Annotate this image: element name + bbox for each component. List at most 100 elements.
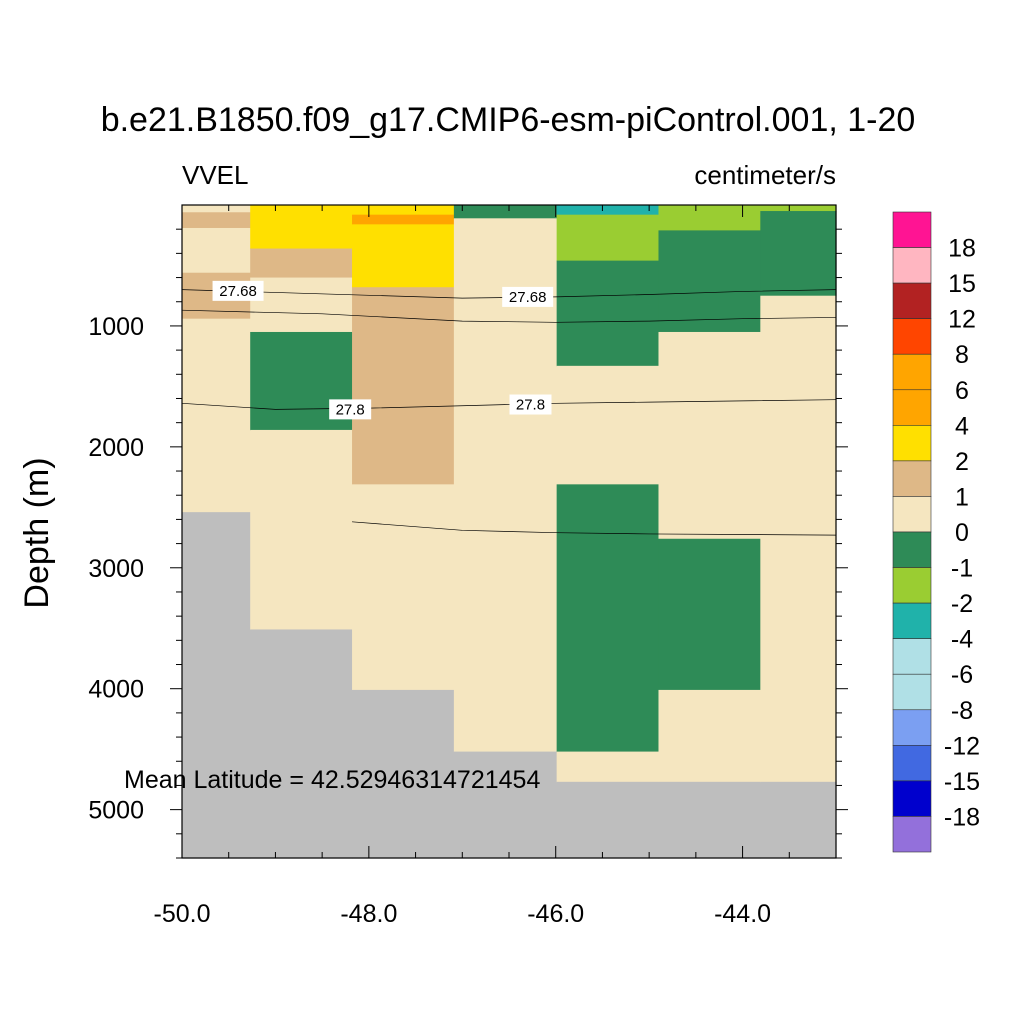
velocity-cell-col2-0 (352, 205, 455, 216)
contour-line-3 (352, 521, 837, 536)
variable-label: VVEL (182, 160, 249, 190)
colorbar-label-12: -6 (951, 661, 973, 689)
colorbar-label-5: 4 (955, 412, 969, 440)
velocity-cell-col0-2 (182, 227, 251, 274)
velocity-cell-col4-4 (556, 484, 660, 753)
colorbar-swatch-10 (892, 567, 932, 604)
contour-label-0-1: 27.68 (509, 289, 547, 306)
land-cell-col1-5 (250, 629, 353, 859)
x-tick-label: -46.0 (527, 900, 584, 928)
contour-line-2 (181, 399, 837, 410)
velocity-cell-col3-0 (453, 205, 558, 219)
colorbar-label-14: -12 (944, 732, 980, 760)
velocity-cell-col1-4 (250, 429, 353, 631)
contour-label-2-1: 27.8 (516, 397, 545, 414)
colorbar-label-11: -4 (951, 626, 973, 654)
y-axis-label: Depth (m) (18, 457, 56, 608)
colorbar-label-3: 8 (955, 341, 969, 369)
velocity-cell-col4-5 (556, 751, 660, 783)
colorbar-label-7: 1 (955, 483, 969, 511)
velocity-cell-col5-0 (658, 205, 761, 231)
colorbar-swatch-11 (892, 602, 932, 639)
colorbar-swatch-4 (892, 353, 932, 391)
velocity-cell-col0-0 (182, 205, 251, 213)
colorbar-swatch-5 (892, 389, 932, 426)
land-cell-col6-3 (760, 781, 837, 859)
colorbar-label-10: -2 (951, 590, 973, 618)
colorbar-swatch-12 (892, 638, 932, 675)
contour-label-bg-0-0 (212, 280, 264, 301)
y-axis-ticks: 1000 2000 3000 4000 5000 (88, 228, 848, 859)
x-axis-ticks: -50.0 -48.0 -46.0 -44.0 (154, 205, 837, 928)
land-cell-col2-5 (352, 689, 455, 859)
y-tick-label: 1000 (88, 313, 144, 341)
contour-label-bg-2-0 (329, 399, 372, 420)
velocity-cell-col6-1 (760, 211, 837, 297)
contour-label-0-0: 27.68 (219, 283, 257, 300)
velocity-cell-col0-1 (182, 212, 251, 229)
velocity-cell-col2-2 (352, 224, 455, 288)
contour-label-2-0: 27.8 (336, 401, 365, 418)
velocity-cell-col1-0 (250, 205, 353, 250)
velocity-cell-col4-2 (556, 260, 660, 367)
colorbar-swatch-6 (892, 425, 932, 462)
velocity-cell-col2-3 (352, 287, 455, 485)
x-tick-label: -44.0 (714, 900, 771, 928)
colorbar-label-6: 2 (955, 448, 969, 476)
x-tick-label: -50.0 (154, 900, 211, 928)
velocity-cell-col3-1 (453, 218, 558, 753)
velocity-cell-col5-2 (658, 331, 761, 540)
section-cells (182, 205, 837, 859)
colorbar-label-8: 0 (955, 519, 969, 547)
velocity-cell-col4-3 (556, 365, 660, 485)
colorbar-swatch-17 (892, 816, 932, 853)
velocity-cell-col2-1 (352, 214, 455, 225)
colorbar-label-0: 18 (948, 235, 976, 263)
colorbar-swatch-15 (892, 745, 932, 782)
mean-latitude-annotation: Mean Latitude = 42.52946314721454 (124, 766, 540, 794)
colorbar-swatch-3 (892, 318, 932, 355)
velocity-cell-col4-1 (556, 214, 660, 262)
colorbar-swatch-13 (892, 673, 932, 711)
contour-line-1 (181, 309, 837, 323)
velocity-cell-col2-4 (352, 484, 455, 691)
y-tick-label: 4000 (88, 676, 144, 704)
contour-label-bg-2-1 (509, 394, 552, 415)
land-cell-col3-2 (453, 751, 558, 859)
velocity-cell-col1-1 (250, 248, 353, 279)
y-tick-label: 5000 (88, 797, 144, 825)
colorbar-swatch-16 (892, 780, 932, 817)
colorbar-swatch-14 (892, 709, 932, 746)
velocity-cell-col5-3 (658, 538, 761, 691)
velocity-cell-col0-4 (182, 318, 251, 513)
x-tick-label: -48.0 (340, 900, 397, 928)
colorbar-label-1: 15 (948, 270, 976, 298)
contour-label-bg-0-1 (502, 286, 554, 307)
velocity-cell-col5-4 (658, 689, 761, 783)
contour-line-0 (181, 289, 837, 299)
land-cell-col4-6 (556, 781, 660, 859)
chart-title: b.e21.B1850.f09_g17.CMIP6-esm-piControl.… (101, 101, 916, 139)
colorbar-label-9: -1 (951, 555, 973, 583)
colorbar-swatch-0 (892, 211, 932, 248)
colorbar: 18 15 12 8 6 4 2 1 0 -1 -2 -4 -6 -8 -12 -15 -18 (892, 211, 980, 853)
colorbar-swatch-9 (892, 531, 932, 568)
colorbar-label-4: 6 (955, 377, 969, 405)
land-cell-col5-5 (658, 781, 761, 859)
velocity-cell-col5-1 (658, 230, 761, 333)
velocity-cell-col6-2 (760, 295, 837, 783)
velocity-cell-col4-0 (556, 205, 660, 216)
colorbar-label-16: -18 (944, 803, 980, 831)
colorbar-label-15: -15 (944, 768, 980, 796)
density-contours: 27.68 27.68 27.8 27.8 (181, 280, 837, 536)
y-tick-label: 2000 (88, 434, 144, 462)
y-tick-label: 3000 (88, 555, 144, 583)
velocity-cell-col1-2 (250, 277, 353, 333)
land-cell-col0-5 (182, 512, 251, 859)
colorbar-swatch-7 (892, 460, 932, 497)
colorbar-swatch-1 (892, 247, 932, 284)
colorbar-label-2: 12 (948, 306, 976, 334)
velocity-cell-col6-0 (760, 205, 837, 212)
colorbar-swatch-2 (892, 282, 932, 319)
